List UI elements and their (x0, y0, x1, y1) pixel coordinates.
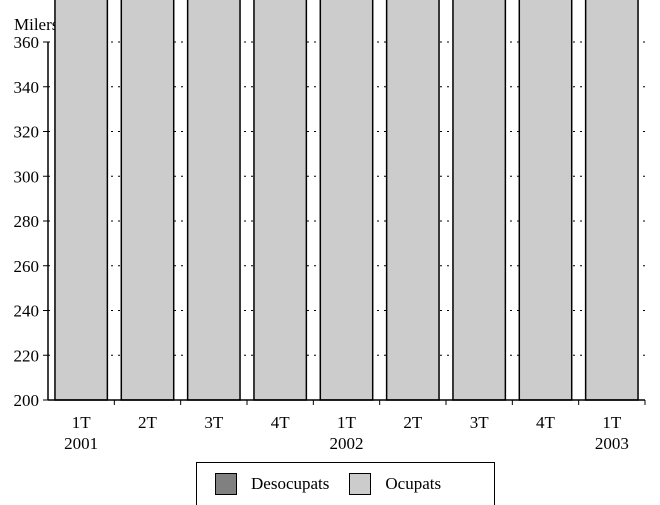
x-year-label: 2002 (330, 434, 364, 453)
y-tick-label: 360 (14, 33, 40, 52)
legend-swatch-ocupats (349, 473, 372, 495)
y-tick-label: 320 (14, 123, 40, 142)
x-year-label: 2001 (64, 434, 98, 453)
bar-ocupats (584, 0, 639, 401)
x-axis-labels: 1T 2T 3T 4T 1T 2T 3T 4T 1T 2001 2002 2003 (64, 400, 646, 453)
legend-item-desocupats: Desocupats (215, 473, 329, 495)
legend: Desocupats Ocupats (196, 462, 495, 505)
x-tick-label: 1T (337, 413, 357, 432)
x-tick-label: 4T (536, 413, 556, 432)
legend-label-desocupats: Desocupats (251, 474, 330, 493)
x-tick-label: 3T (470, 413, 490, 432)
y-tick-label: 260 (14, 257, 40, 276)
bar-ocupats (452, 0, 507, 401)
x-tick-label: 1T (72, 413, 92, 432)
stacked-bar-chart: Milers 200 220 240 260 280 300 320 340 360 1T 2T 3… (14, 0, 646, 453)
y-tick-label: 220 (14, 346, 40, 365)
y-tick-label: 280 (14, 212, 40, 231)
bar-ocupats (120, 0, 175, 401)
bar-ocupats (253, 0, 308, 401)
y-tick-label: 200 (14, 391, 40, 410)
y-tick-label: 300 (14, 167, 40, 186)
bar-ocupats (319, 0, 374, 401)
bars (54, 0, 639, 401)
axes (47, 42, 645, 401)
x-tick-label: 4T (271, 413, 291, 432)
bar-ocupats (518, 0, 573, 401)
x-tick-label: 1T (602, 413, 622, 432)
bar-ocupats (385, 0, 440, 401)
bar-ocupats (54, 0, 109, 401)
legend-swatch-desocupats (215, 473, 237, 495)
x-year-label: 2003 (595, 434, 629, 453)
y-axis-ticks: 200 220 240 260 280 300 320 340 360 (14, 33, 48, 410)
y-tick-label: 340 (14, 78, 40, 97)
y-tick-label: 240 (14, 302, 40, 321)
legend-item-ocupats: Ocupats (349, 473, 441, 495)
y-axis-label: Milers (14, 15, 58, 34)
x-tick-label: 3T (204, 413, 224, 432)
bar-ocupats (186, 0, 241, 401)
x-tick-label: 2T (403, 413, 423, 432)
x-tick-label: 2T (138, 413, 158, 432)
legend-label-ocupats: Ocupats (385, 474, 442, 493)
